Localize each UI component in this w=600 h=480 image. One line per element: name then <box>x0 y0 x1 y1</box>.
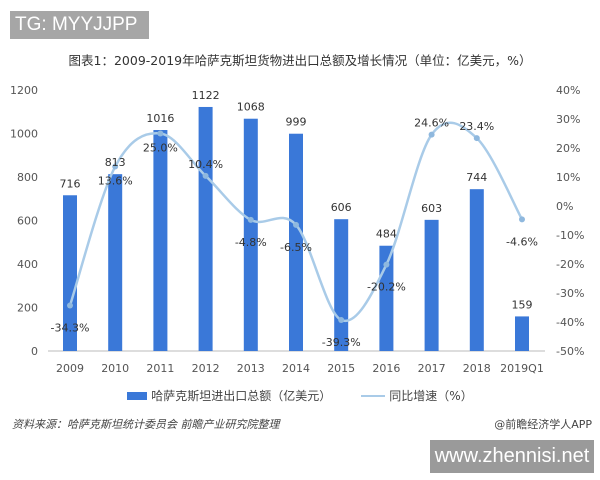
bar-label: 484 <box>376 228 397 241</box>
bar <box>515 316 529 351</box>
line-point <box>247 216 254 223</box>
line-point <box>383 261 390 268</box>
line-label: 25.0% <box>143 142 178 155</box>
bar <box>289 133 303 351</box>
right-tick-label: 40% <box>556 84 580 97</box>
line-point <box>293 221 299 228</box>
bar-label: 744 <box>466 171 487 184</box>
bar <box>379 245 394 351</box>
chart-title: 图表1：2009-2019年哈萨克斯坦货物进出口总额及增长情况（单位：亿美元，%… <box>68 53 532 68</box>
x-tick-label: 2009 <box>56 362 84 375</box>
credit: @前瞻经济学人APP <box>494 418 592 431</box>
bar-label: 603 <box>421 202 442 215</box>
line-label: -6.5% <box>280 241 312 254</box>
line-label: 13.6% <box>98 175 133 188</box>
left-tick-label: 600 <box>17 215 38 228</box>
line-label: -20.2% <box>367 281 406 294</box>
right-tick-label: -50% <box>556 345 584 358</box>
line-point <box>157 130 164 137</box>
bar-label: 1068 <box>237 101 265 114</box>
line-label: -34.3% <box>51 321 90 334</box>
bar-label: 606 <box>331 201 352 214</box>
watermark-bottom: www.zhennisi.net <box>430 440 594 473</box>
right-tick-label: 30% <box>556 113 580 126</box>
legend-item-line: 同比增速（%） <box>361 387 473 404</box>
line-label: 24.6% <box>414 117 449 130</box>
bar <box>63 195 77 351</box>
bar <box>198 106 213 351</box>
right-tick-label: 10% <box>556 171 580 184</box>
x-tick-label: 2016 <box>372 362 400 375</box>
line-point <box>473 135 480 142</box>
x-tick-label: 2011 <box>146 362 174 375</box>
right-tick-label: -20% <box>556 258 584 271</box>
watermark-top: TG: MYYJJPP <box>10 11 149 39</box>
x-tick-label: 2019Q1 <box>500 362 544 375</box>
left-tick-label: 1000 <box>10 128 38 141</box>
x-tick-label: 2013 <box>237 362 265 375</box>
x-tick-label: 2012 <box>192 362 220 375</box>
bar <box>153 130 168 351</box>
left-tick-label: 1200 <box>10 84 38 97</box>
chart-svg: 0 200 400 600 800 1000 1200 -50% -40% -30% -20% -10… <box>10 84 584 375</box>
left-tick-label: 400 <box>17 258 38 271</box>
legend: 哈萨克斯坦进出口总额（亿美元） 同比增速（%） <box>0 387 600 404</box>
line-point <box>202 172 209 179</box>
bar <box>243 118 258 352</box>
x-tick-label: 2015 <box>327 362 355 375</box>
left-tick-label: 800 <box>17 171 38 184</box>
bar <box>108 174 123 351</box>
source-note: 资料来源：哈萨克斯坦统计委员会 前瞻产业研究院整理 <box>12 418 280 431</box>
bar <box>424 219 439 351</box>
line-label: -39.3% <box>322 336 361 349</box>
right-tick-label: -10% <box>556 229 584 242</box>
right-tick-label: -40% <box>556 316 584 329</box>
x-tick-label: 2014 <box>282 362 310 375</box>
right-tick-label: 0% <box>556 200 573 213</box>
line-label: -4.8% <box>235 236 267 249</box>
line-point <box>112 163 119 170</box>
bar-label: 813 <box>105 156 126 169</box>
line-label: 23.4% <box>459 120 494 133</box>
line-label: -4.6% <box>506 235 538 248</box>
legend-item-bars: 哈萨克斯坦进出口总额（亿美元） <box>127 387 331 404</box>
bar-label: 999 <box>286 116 307 129</box>
legend-label-bars: 哈萨克斯坦进出口总额（亿美元） <box>151 389 332 403</box>
left-tick-label: 0 <box>31 345 38 358</box>
line-point <box>338 316 345 323</box>
bar-label: 159 <box>512 298 533 311</box>
bar-label: 1016 <box>146 112 174 125</box>
growth-line <box>68 121 524 323</box>
legend-label-line: 同比增速（%） <box>389 389 473 403</box>
x-tick-label: 2017 <box>418 362 446 375</box>
x-tick-label: 2010 <box>101 362 129 375</box>
legend-swatch-line <box>361 394 386 397</box>
line-point <box>428 131 435 138</box>
line-point <box>519 216 525 223</box>
bar-label: 716 <box>60 177 81 190</box>
line-label: 10.4% <box>188 158 223 171</box>
bar-label: 1122 <box>192 89 220 102</box>
line-point <box>67 302 73 309</box>
left-tick-label: 200 <box>17 302 38 315</box>
right-tick-label: 20% <box>556 142 580 155</box>
bar <box>469 189 484 351</box>
legend-swatch-bar <box>127 391 148 400</box>
x-tick-label: 2018 <box>463 362 491 375</box>
bar <box>334 219 349 351</box>
right-tick-label: -30% <box>556 287 584 300</box>
